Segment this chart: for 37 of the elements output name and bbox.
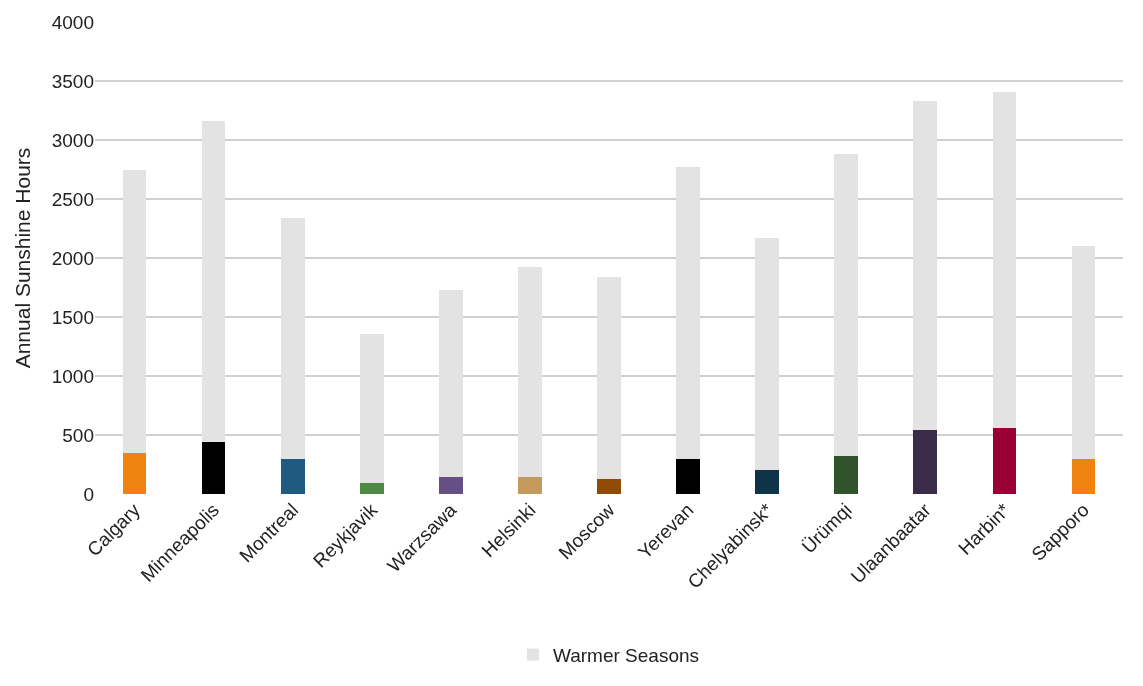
- y-tick-label: 3500: [51, 70, 94, 92]
- bar: [834, 154, 859, 457]
- bar: [597, 478, 621, 494]
- bar: [438, 477, 463, 494]
- bar: [201, 442, 226, 494]
- bar: [438, 289, 463, 478]
- y-tick-label: 1500: [51, 306, 94, 328]
- y-axis-title: Annual Sunshine Hours: [10, 147, 34, 369]
- bar: [913, 101, 938, 431]
- y-tick-label: 1000: [51, 365, 94, 387]
- bar: [755, 237, 780, 471]
- y-tick-label: 2000: [51, 247, 94, 269]
- bar: [1071, 458, 1096, 494]
- bar: [676, 458, 700, 494]
- bar: [122, 169, 147, 453]
- legend-label: Warmer Seasons: [553, 644, 700, 666]
- y-tick-label: 4000: [51, 11, 94, 33]
- bar: [992, 91, 1017, 428]
- bar: [597, 276, 621, 479]
- bar: [834, 456, 859, 494]
- bar: [676, 167, 700, 459]
- y-tick-label: 500: [62, 424, 94, 446]
- bar: [122, 452, 147, 494]
- bar: [359, 333, 384, 484]
- bar: [755, 470, 780, 494]
- bar: [992, 427, 1017, 494]
- bar: [1071, 246, 1096, 459]
- y-tick-label: 0: [83, 483, 94, 505]
- y-tick-label: 3000: [51, 129, 94, 151]
- bar: [280, 458, 305, 494]
- bar: [518, 267, 542, 478]
- y-tick-label: 2500: [51, 188, 94, 210]
- bar: [518, 477, 542, 494]
- bar: [201, 121, 226, 443]
- bar: [280, 217, 305, 459]
- bar: [359, 483, 384, 494]
- bar: [913, 430, 938, 494]
